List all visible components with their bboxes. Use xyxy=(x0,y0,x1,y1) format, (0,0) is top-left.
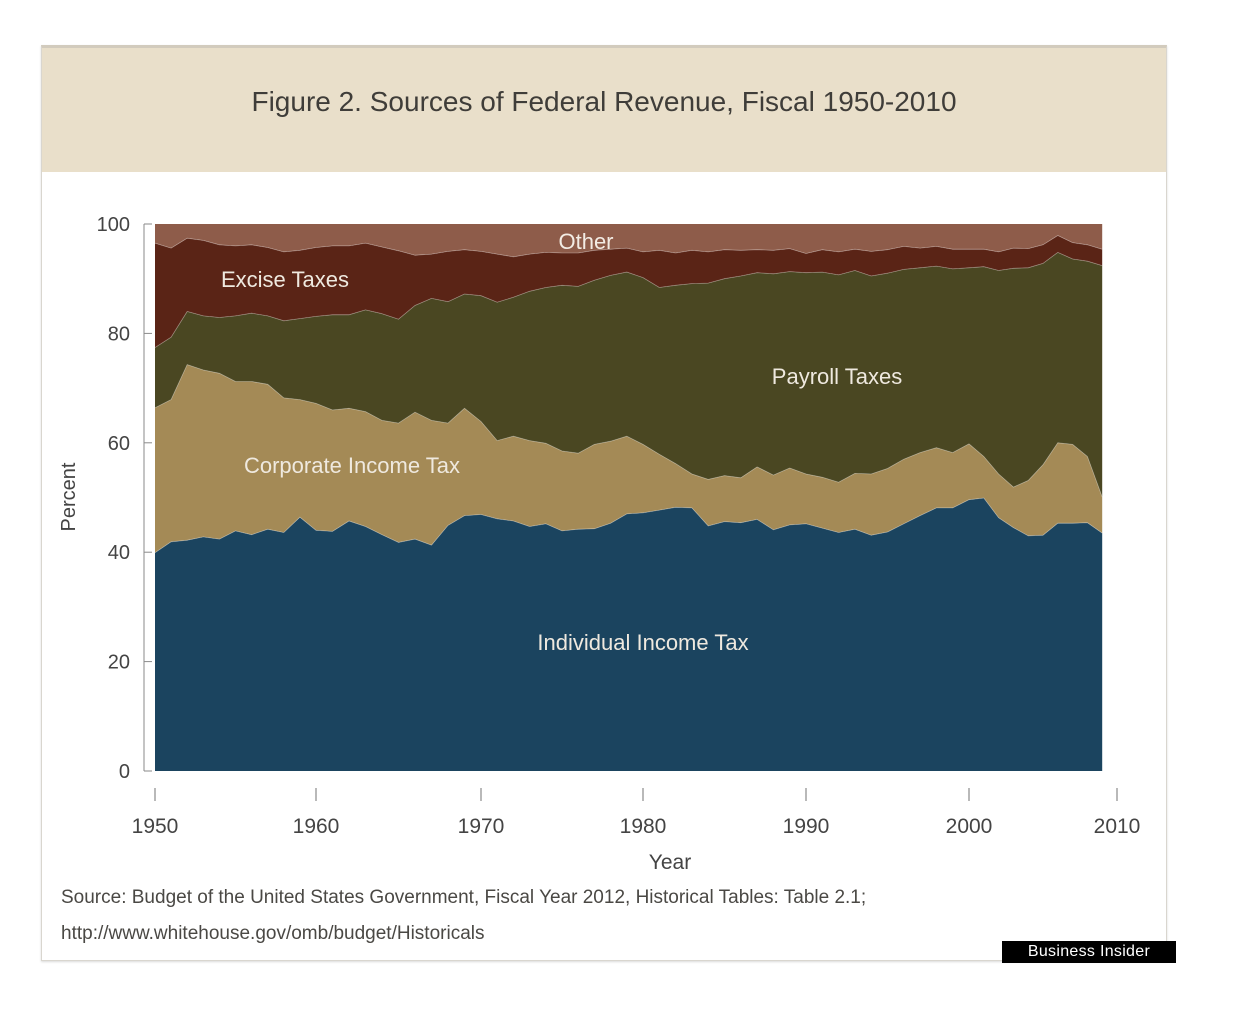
x-tick-label-1950: 1950 xyxy=(132,815,179,838)
x-tick-label-1970: 1970 xyxy=(458,815,505,838)
area-other xyxy=(155,224,1103,257)
series-label-other: Other xyxy=(558,229,613,254)
business-insider-credit: Business Insider xyxy=(1002,941,1176,963)
area-excise-taxes xyxy=(155,235,1103,348)
x-tick-label-2000: 2000 xyxy=(946,815,993,838)
chart-title: Figure 2. Sources of Federal Revenue, Fi… xyxy=(251,86,957,117)
chart-header: Figure 2. Sources of Federal Revenue, Fi… xyxy=(42,48,1166,172)
area-individual-income-tax xyxy=(155,498,1103,771)
series-label-payroll-taxes: Payroll Taxes xyxy=(772,364,902,389)
y-tick-label-0: 0 xyxy=(119,761,130,783)
y-tick-label-60: 60 xyxy=(108,433,130,455)
x-tick-label-1960: 1960 xyxy=(293,815,340,838)
band-edge-1 xyxy=(154,364,1103,498)
band-edge-3 xyxy=(154,235,1103,258)
band-edge-2 xyxy=(154,251,1103,348)
x-tick-label-1980: 1980 xyxy=(620,815,667,838)
area-payroll-taxes xyxy=(155,252,1103,497)
y-axis-label: Percent xyxy=(58,462,80,531)
y-tick-label-40: 40 xyxy=(108,542,130,564)
source-line-2: http://www.whitehouse.gov/omb/budget/His… xyxy=(61,923,485,944)
band-edge-0 xyxy=(154,497,1103,554)
y-tick-label-20: 20 xyxy=(108,652,130,674)
series-label-individual-income-tax: Individual Income Tax xyxy=(537,630,748,655)
x-tick-label-1990: 1990 xyxy=(783,815,830,838)
y-tick-label-100: 100 xyxy=(97,214,130,236)
source-note: Source: Budget of the United States Gove… xyxy=(61,880,1151,952)
series-label-corporate-income-tax: Corporate Income Tax xyxy=(244,453,460,478)
area-corporate-income-tax xyxy=(155,364,1103,553)
series-label-excise-taxes: Excise Taxes xyxy=(221,267,349,292)
y-tick-label-80: 80 xyxy=(108,323,130,345)
x-axis-label: Year xyxy=(649,851,691,874)
x-tick-label-2010: 2010 xyxy=(1094,815,1141,838)
source-line-1: Source: Budget of the United States Gove… xyxy=(61,887,867,908)
